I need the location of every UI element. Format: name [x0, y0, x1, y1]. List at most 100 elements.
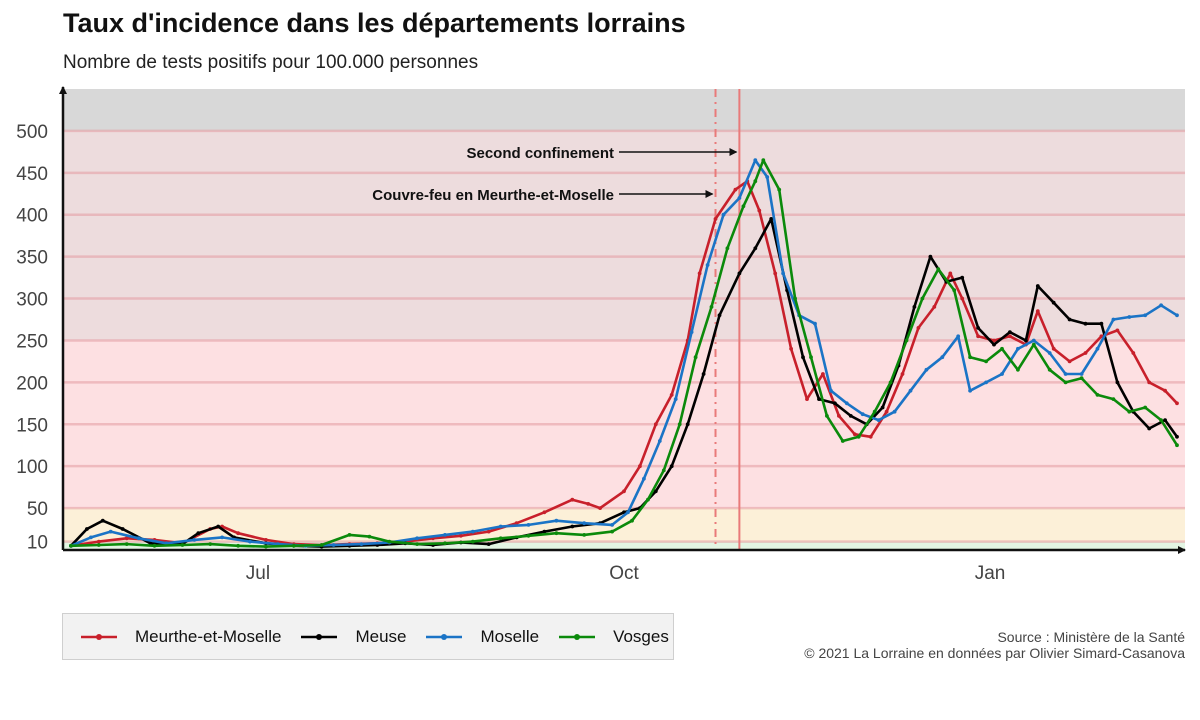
series-point	[817, 397, 821, 401]
series-point	[598, 506, 602, 510]
series-point	[630, 518, 634, 523]
series-point	[705, 263, 710, 267]
legend-label: Vosges	[613, 626, 669, 646]
y-tick-label: 350	[16, 248, 48, 269]
series-point	[769, 217, 774, 221]
series-point	[319, 543, 324, 547]
series-point	[673, 397, 678, 401]
legend-item-meurthe-et-moselle[interactable]: Meurthe-et-Moselle	[79, 627, 281, 647]
series-point	[1143, 313, 1148, 318]
series-point	[96, 543, 101, 547]
legend-swatch-moselle	[426, 633, 463, 640]
series-point	[1127, 409, 1132, 414]
series-point	[840, 439, 845, 443]
series-point	[638, 464, 642, 469]
series-point	[669, 393, 674, 397]
series-point	[120, 527, 125, 531]
series-point	[892, 409, 897, 414]
series-point	[1000, 346, 1004, 351]
x-tick-label: Oct	[609, 563, 639, 584]
y-tick-label: 50	[27, 499, 48, 520]
series-point	[192, 538, 197, 542]
series-point	[968, 355, 972, 360]
chart-title: Taux d'incidence dans les départements l…	[63, 8, 686, 38]
series-point	[586, 502, 591, 506]
series-point	[860, 412, 865, 417]
series-point	[498, 536, 503, 541]
series-point	[936, 267, 941, 272]
series-point	[753, 246, 758, 251]
series-point	[976, 334, 980, 339]
series-point	[1111, 397, 1116, 401]
series-point	[124, 542, 129, 546]
series-point	[1099, 321, 1104, 326]
series-point	[920, 296, 925, 301]
y-tick-label: 100	[16, 457, 48, 478]
series-point	[904, 338, 909, 343]
background-band	[63, 130, 1185, 341]
series-point	[1035, 309, 1040, 313]
series-point	[653, 422, 658, 427]
series-point	[1016, 367, 1020, 372]
series-point	[737, 196, 742, 200]
series-point	[753, 179, 758, 184]
series-point	[415, 542, 419, 546]
series-point	[928, 254, 933, 259]
legend-item-meuse[interactable]: Meuse	[299, 627, 406, 647]
credit-text: © 2021 La Lorraine en données par Olivie…	[804, 645, 1185, 661]
series-point	[514, 521, 519, 526]
series-point	[984, 359, 988, 364]
series-point	[216, 524, 221, 529]
legend-item-moselle[interactable]: Moselle	[424, 627, 539, 647]
series-group	[69, 158, 1179, 549]
series-point	[1047, 367, 1052, 372]
legend-item-vosges[interactable]: Vosges	[557, 627, 669, 647]
series-point	[872, 409, 877, 414]
series-point	[844, 401, 849, 406]
y-tick-label: 150	[16, 415, 48, 436]
series-point	[689, 330, 694, 334]
source-text: Source : Ministère de la Santé	[997, 629, 1185, 645]
series-point	[777, 187, 782, 192]
series-point	[1159, 303, 1163, 308]
series-point	[1079, 372, 1084, 376]
x-tick-label: Jan	[975, 563, 1006, 584]
series-point	[526, 523, 531, 527]
series-point	[89, 535, 93, 540]
y-tick-label: 200	[16, 373, 48, 394]
series-point	[1095, 346, 1100, 351]
series-point	[69, 543, 73, 548]
series-point	[443, 541, 447, 546]
series-point	[661, 468, 666, 473]
y-tick-label: 400	[16, 206, 48, 227]
series-point	[916, 326, 921, 330]
series-point	[781, 271, 785, 276]
legend-swatch-meurthe-et-moselle	[81, 633, 117, 640]
series-point	[152, 543, 157, 548]
series-point	[721, 212, 726, 217]
series-point	[570, 524, 575, 529]
y-tick-label: 250	[16, 331, 48, 352]
series-point	[713, 217, 718, 221]
series-point	[1051, 346, 1056, 351]
series-point	[868, 434, 873, 439]
series-point	[85, 527, 89, 531]
y-tick-label: 450	[16, 164, 48, 185]
series-point	[924, 367, 929, 372]
series-point	[1067, 317, 1072, 322]
series-point	[108, 529, 113, 534]
series-point	[220, 535, 225, 540]
series-point	[1127, 315, 1132, 319]
series-point	[900, 372, 905, 376]
series-point	[1095, 393, 1100, 397]
series-point	[96, 539, 101, 544]
series-point	[1051, 300, 1056, 305]
series-point	[1175, 401, 1179, 406]
y-tick-label: 300	[16, 290, 48, 311]
series-point	[291, 543, 296, 548]
series-point	[196, 531, 201, 536]
y-tick-label: 500	[16, 122, 48, 143]
series-point	[542, 510, 547, 515]
series-point	[765, 175, 770, 179]
